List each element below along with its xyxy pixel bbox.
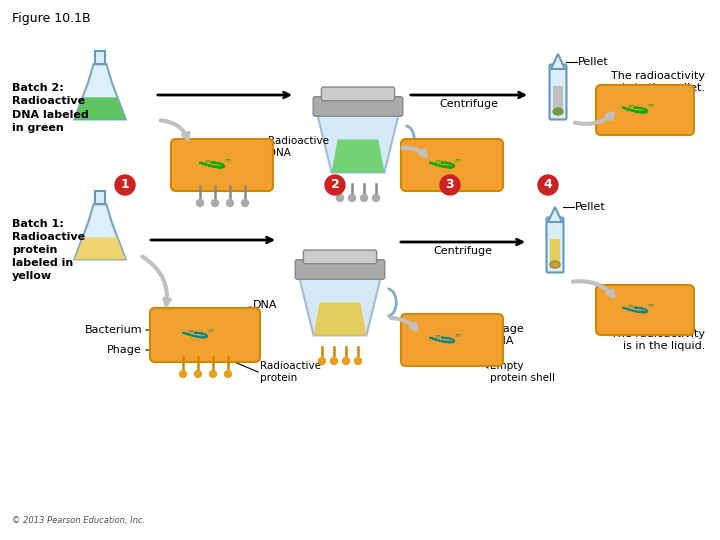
- Text: 2: 2: [330, 179, 339, 192]
- FancyBboxPatch shape: [313, 97, 402, 116]
- Circle shape: [197, 199, 204, 206]
- FancyBboxPatch shape: [171, 139, 273, 191]
- Text: 3: 3: [446, 179, 454, 192]
- Circle shape: [115, 175, 135, 195]
- Text: $\mathcal{m}$: $\mathcal{m}$: [454, 156, 462, 164]
- Text: $\mathcal{m}$: $\mathcal{m}$: [647, 301, 654, 309]
- Polygon shape: [74, 204, 126, 259]
- Polygon shape: [74, 64, 126, 119]
- Text: $\mathcal{m}$: $\mathcal{m}$: [637, 105, 644, 113]
- Polygon shape: [313, 302, 366, 335]
- FancyBboxPatch shape: [401, 314, 503, 366]
- FancyBboxPatch shape: [596, 85, 694, 135]
- Bar: [95, 51, 105, 64]
- Text: 1: 1: [121, 179, 130, 192]
- Text: $\mathcal{m}$: $\mathcal{m}$: [197, 330, 204, 338]
- Circle shape: [225, 370, 232, 377]
- Circle shape: [325, 175, 345, 195]
- Circle shape: [241, 199, 248, 206]
- Text: Empty
protein shell: Empty protein shell: [490, 361, 555, 383]
- Circle shape: [227, 199, 233, 206]
- Text: $\mathcal{m}$: $\mathcal{m}$: [207, 326, 215, 334]
- Text: $\mathcal{m}$: $\mathcal{m}$: [444, 160, 451, 168]
- FancyBboxPatch shape: [295, 260, 384, 279]
- Polygon shape: [318, 114, 399, 172]
- Circle shape: [210, 370, 217, 377]
- Polygon shape: [74, 238, 126, 259]
- Text: Pellet: Pellet: [578, 57, 608, 67]
- Text: Radioactive
protein: Radioactive protein: [260, 361, 321, 383]
- Circle shape: [343, 357, 349, 364]
- FancyBboxPatch shape: [546, 218, 564, 273]
- FancyBboxPatch shape: [549, 64, 567, 119]
- Polygon shape: [300, 277, 381, 335]
- Bar: [550, 239, 560, 268]
- Text: Phage: Phage: [107, 345, 142, 355]
- Text: Centrifuge: Centrifuge: [439, 99, 498, 109]
- Text: $\mathcal{m}$: $\mathcal{m}$: [187, 327, 194, 335]
- Text: Pellet: Pellet: [575, 202, 606, 212]
- Polygon shape: [74, 97, 126, 119]
- Circle shape: [361, 194, 367, 201]
- Text: Figure 10.1B: Figure 10.1B: [12, 12, 91, 25]
- Polygon shape: [331, 139, 384, 172]
- Circle shape: [330, 357, 338, 364]
- Ellipse shape: [553, 108, 563, 115]
- Circle shape: [212, 199, 218, 206]
- Circle shape: [348, 194, 356, 201]
- Ellipse shape: [550, 261, 560, 268]
- Text: $\mathcal{m}$: $\mathcal{m}$: [224, 156, 231, 164]
- Text: Batch 1:
Radioactive
protein
labeled in
yellow: Batch 1: Radioactive protein labeled in …: [12, 219, 85, 281]
- Polygon shape: [551, 54, 565, 69]
- Polygon shape: [548, 207, 562, 222]
- Text: 4: 4: [544, 179, 552, 192]
- Text: $\mathcal{m}$: $\mathcal{m}$: [627, 302, 634, 310]
- FancyBboxPatch shape: [401, 139, 503, 191]
- Text: $\mathcal{m}$: $\mathcal{m}$: [627, 102, 634, 110]
- Bar: [95, 191, 105, 204]
- Circle shape: [354, 357, 361, 364]
- Bar: [553, 86, 563, 115]
- Text: $\mathcal{m}$: $\mathcal{m}$: [204, 157, 212, 165]
- Circle shape: [440, 175, 460, 195]
- Text: Radioactive
DNA: Radioactive DNA: [268, 136, 329, 158]
- Text: © 2013 Pearson Education, Inc.: © 2013 Pearson Education, Inc.: [12, 516, 145, 525]
- Circle shape: [372, 194, 379, 201]
- FancyBboxPatch shape: [303, 250, 377, 264]
- Text: Batch 2:
Radioactive
DNA labeled
in green: Batch 2: Radioactive DNA labeled in gree…: [12, 83, 89, 133]
- Text: $\mathcal{m}$: $\mathcal{m}$: [637, 305, 644, 313]
- Text: The radioactivity
is in the liquid.: The radioactivity is in the liquid.: [611, 329, 705, 351]
- Text: The radioactivity
is in the pellet.: The radioactivity is in the pellet.: [611, 71, 705, 93]
- Text: $\mathcal{m}$: $\mathcal{m}$: [214, 160, 222, 168]
- Text: $\mathcal{m}$: $\mathcal{m}$: [647, 101, 654, 109]
- FancyBboxPatch shape: [150, 308, 260, 362]
- Text: Phage
DNA: Phage DNA: [490, 324, 525, 346]
- Text: $\mathcal{m}$: $\mathcal{m}$: [434, 332, 441, 340]
- Text: $\mathcal{m}$: $\mathcal{m}$: [434, 157, 441, 165]
- Text: Bacterium: Bacterium: [84, 325, 142, 335]
- Circle shape: [336, 194, 343, 201]
- Text: Centrifuge: Centrifuge: [433, 246, 492, 256]
- Circle shape: [194, 370, 202, 377]
- Circle shape: [318, 357, 325, 364]
- Circle shape: [538, 175, 558, 195]
- FancyBboxPatch shape: [321, 87, 395, 101]
- FancyBboxPatch shape: [596, 285, 694, 335]
- Circle shape: [179, 370, 186, 377]
- Text: DNA: DNA: [253, 300, 277, 310]
- Text: $\mathcal{m}$: $\mathcal{m}$: [444, 335, 451, 343]
- Text: $\mathcal{m}$: $\mathcal{m}$: [454, 331, 462, 339]
